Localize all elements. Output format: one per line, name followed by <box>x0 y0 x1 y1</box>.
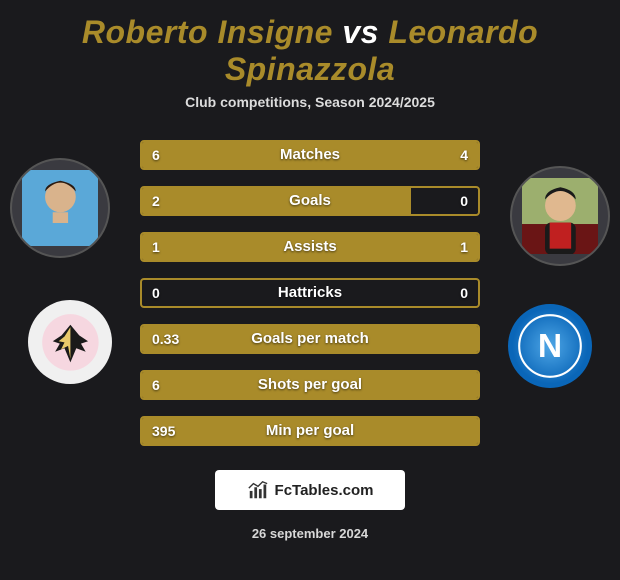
stat-label: Matches <box>142 142 478 168</box>
stat-row: 6Matches4 <box>140 140 480 170</box>
club-logo-right: N <box>508 304 592 388</box>
person-icon <box>22 170 99 247</box>
vs-text: vs <box>342 14 379 50</box>
club-logo-left <box>28 300 112 384</box>
footer-badge[interactable]: FcTables.com <box>215 470 405 510</box>
stat-label: Assists <box>142 234 478 260</box>
stat-value-right: 4 <box>460 142 468 168</box>
stat-row: 2Goals0 <box>140 186 480 216</box>
stat-label: Goals <box>142 188 478 214</box>
stat-row: 0.33Goals per match <box>140 324 480 354</box>
stat-value-right: 0 <box>460 188 468 214</box>
page-title: Roberto Insigne vs Leonardo Spinazzola <box>0 0 620 94</box>
stat-value-right: 1 <box>460 234 468 260</box>
subtitle: Club competitions, Season 2024/2025 <box>0 94 620 110</box>
stat-row: 1Assists1 <box>140 232 480 262</box>
stat-label: Shots per goal <box>142 372 478 398</box>
stat-label: Min per goal <box>142 418 478 444</box>
chart-icon <box>247 479 269 501</box>
stat-bars: 6Matches42Goals01Assists10Hattricks00.33… <box>140 140 480 446</box>
person-icon <box>522 178 599 255</box>
avatar-right <box>510 166 610 266</box>
avatar-left <box>10 158 110 258</box>
stat-label: Goals per match <box>142 326 478 352</box>
comparison-panel: N 6Matches42Goals01Assists10Hattricks00.… <box>0 140 620 446</box>
stat-label: Hattricks <box>142 280 478 306</box>
stat-row: 6Shots per goal <box>140 370 480 400</box>
napoli-icon: N <box>515 311 585 381</box>
footer-brand-text: FcTables.com <box>275 482 374 499</box>
stat-value-right: 0 <box>460 280 468 306</box>
stat-row: 0Hattricks0 <box>140 278 480 308</box>
date-text: 26 september 2024 <box>0 526 620 541</box>
eagle-icon <box>41 313 100 372</box>
stat-row: 395Min per goal <box>140 416 480 446</box>
player-left-name: Roberto Insigne <box>82 14 333 50</box>
svg-text:N: N <box>538 328 562 365</box>
